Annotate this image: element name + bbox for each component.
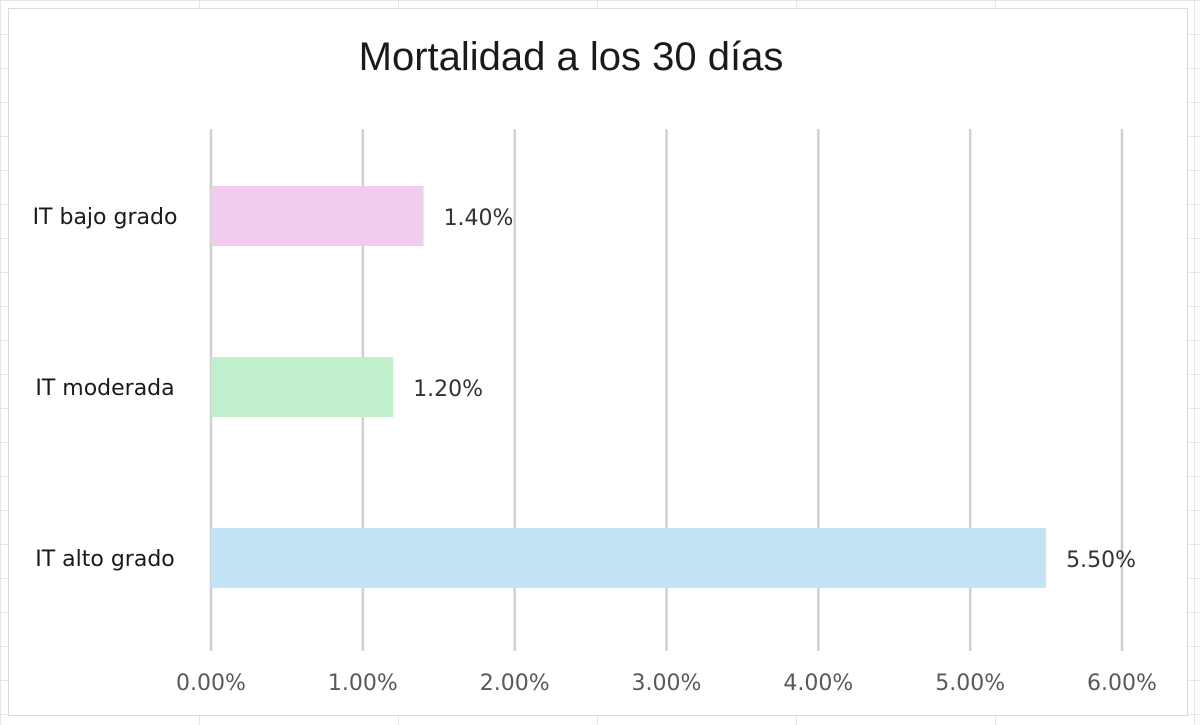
- chart-title: Mortalidad a los 30 días: [358, 35, 784, 79]
- chart-object[interactable]: Mortalidad a los 30 días 0.00% 1.00% 2.00%…: [8, 8, 1188, 716]
- x-tick-label: 4.00%: [783, 671, 853, 696]
- chart-plot-area: 0.00% 1.00% 2.00% 3.00% 4.00% 5.00% 6.00% IT ba…: [33, 129, 1157, 696]
- category-label: IT bajo grado: [33, 205, 178, 230]
- data-label: 1.20%: [413, 377, 483, 402]
- x-tick-label: 1.00%: [328, 671, 398, 696]
- category-label: IT moderada: [35, 376, 174, 401]
- data-label: 1.40%: [444, 206, 514, 231]
- bar-it-bajo-grado[interactable]: [211, 186, 424, 246]
- x-tick-label: 5.00%: [935, 671, 1005, 696]
- category-label: IT alto grado: [35, 547, 175, 572]
- x-tick-label: 6.00%: [1087, 671, 1157, 696]
- bar-it-moderada[interactable]: [211, 357, 394, 417]
- x-tick-label: 2.00%: [480, 671, 550, 696]
- bar-it-alto-grado[interactable]: [211, 528, 1047, 588]
- labels: 0.00% 1.00% 2.00% 3.00% 4.00% 5.00% 6.00% IT ba…: [33, 205, 1157, 696]
- x-tick-label: 3.00%: [632, 671, 702, 696]
- x-tick-label: 0.00%: [176, 671, 246, 696]
- data-label: 5.50%: [1066, 548, 1136, 573]
- bars: [211, 186, 1047, 588]
